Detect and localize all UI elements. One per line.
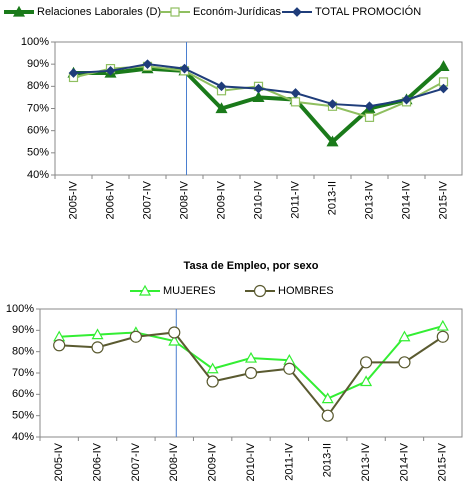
y-tick-label: 40% bbox=[27, 169, 49, 181]
marker bbox=[283, 362, 296, 375]
y-tick-label: 50% bbox=[27, 147, 49, 159]
x-tick-label: 2015-IV bbox=[437, 442, 449, 481]
marker bbox=[168, 326, 181, 339]
x-tick-label: 2009-IV bbox=[207, 442, 219, 481]
x-tick-label: 2013-II bbox=[322, 443, 334, 477]
marker bbox=[206, 362, 219, 374]
y-tick-label: 90% bbox=[27, 58, 49, 70]
marker bbox=[216, 81, 227, 92]
x-tick-label: 2010-IV bbox=[252, 180, 264, 219]
x-tick-label: 2011-IV bbox=[289, 180, 301, 218]
x-tick-label: 2015-IV bbox=[437, 180, 449, 219]
x-tick-label: 2013-IV bbox=[363, 180, 375, 219]
marker bbox=[364, 112, 375, 122]
marker bbox=[326, 135, 339, 147]
marker bbox=[91, 341, 104, 354]
x-tick-label: 2007-IV bbox=[141, 180, 153, 219]
legend-label: MUJERES bbox=[163, 285, 216, 297]
legend-label: HOMBRES bbox=[278, 285, 334, 297]
x-tick-label: 2006-IV bbox=[91, 442, 103, 481]
x-tick-label: 2006-IV bbox=[104, 180, 116, 219]
marker bbox=[436, 319, 449, 331]
marker bbox=[360, 375, 373, 387]
marker bbox=[321, 392, 334, 404]
marker bbox=[244, 366, 258, 380]
y-tick-label: 60% bbox=[27, 125, 49, 137]
legend-label: Relaciones Laborales (D) bbox=[37, 6, 161, 18]
marker bbox=[129, 330, 143, 343]
legend-label: TOTAL PROMOCIÓN bbox=[315, 5, 421, 18]
x-tick-label: 2005-IV bbox=[53, 442, 65, 481]
x-tick-label: 2014-IV bbox=[398, 442, 410, 481]
marker bbox=[292, 7, 302, 17]
marker bbox=[91, 328, 104, 340]
x-tick-label: 2008-IV bbox=[168, 442, 180, 481]
marker bbox=[253, 284, 267, 298]
y-tick-label: 100% bbox=[6, 303, 34, 315]
x-tick-label: 2009-IV bbox=[215, 180, 227, 219]
marker bbox=[321, 409, 334, 422]
x-tick-label: 2013-II bbox=[326, 181, 338, 215]
marker bbox=[401, 94, 412, 105]
marker bbox=[12, 5, 26, 17]
x-tick-label: 2013-IV bbox=[360, 442, 372, 481]
marker bbox=[327, 99, 338, 109]
x-tick-label: 2010-IV bbox=[245, 442, 257, 481]
marker bbox=[170, 7, 180, 17]
marker bbox=[398, 356, 411, 369]
marker bbox=[437, 60, 450, 71]
marker bbox=[215, 102, 228, 114]
marker bbox=[68, 68, 79, 78]
chart-title: Tasa de Empleo, por sexo bbox=[184, 260, 319, 272]
x-tick-label: 2011-IV bbox=[283, 442, 295, 480]
marker bbox=[364, 101, 375, 112]
marker bbox=[142, 59, 153, 70]
marker bbox=[138, 284, 152, 296]
y-tick-label: 50% bbox=[12, 410, 34, 422]
x-tick-label: 2008-IV bbox=[178, 180, 190, 219]
marker bbox=[290, 97, 301, 107]
y-tick-label: 90% bbox=[12, 324, 34, 336]
marker bbox=[105, 65, 116, 76]
marker bbox=[398, 330, 411, 342]
x-tick-label: 2007-IV bbox=[130, 442, 142, 481]
y-tick-label: 60% bbox=[12, 388, 34, 400]
marker bbox=[53, 339, 66, 352]
y-tick-label: 70% bbox=[12, 367, 34, 379]
plot-area bbox=[54, 41, 463, 176]
marker bbox=[359, 356, 373, 369]
x-tick-label: 2014-IV bbox=[400, 180, 412, 219]
marker bbox=[438, 83, 449, 94]
marker bbox=[206, 375, 219, 388]
marker bbox=[179, 63, 190, 74]
marker bbox=[168, 334, 181, 346]
y-tick-label: 80% bbox=[27, 80, 49, 92]
marker bbox=[253, 83, 264, 94]
x-tick-label: 2005-IV bbox=[67, 180, 79, 219]
marker bbox=[244, 351, 258, 363]
marker bbox=[290, 88, 301, 98]
y-tick-label: 70% bbox=[27, 102, 49, 114]
legend-label: Económ-Jurídicas bbox=[193, 6, 282, 18]
y-tick-label: 40% bbox=[12, 431, 34, 443]
marker bbox=[436, 330, 449, 343]
y-tick-label: 80% bbox=[12, 346, 34, 358]
marker bbox=[252, 91, 265, 103]
y-tick-label: 100% bbox=[21, 36, 49, 48]
